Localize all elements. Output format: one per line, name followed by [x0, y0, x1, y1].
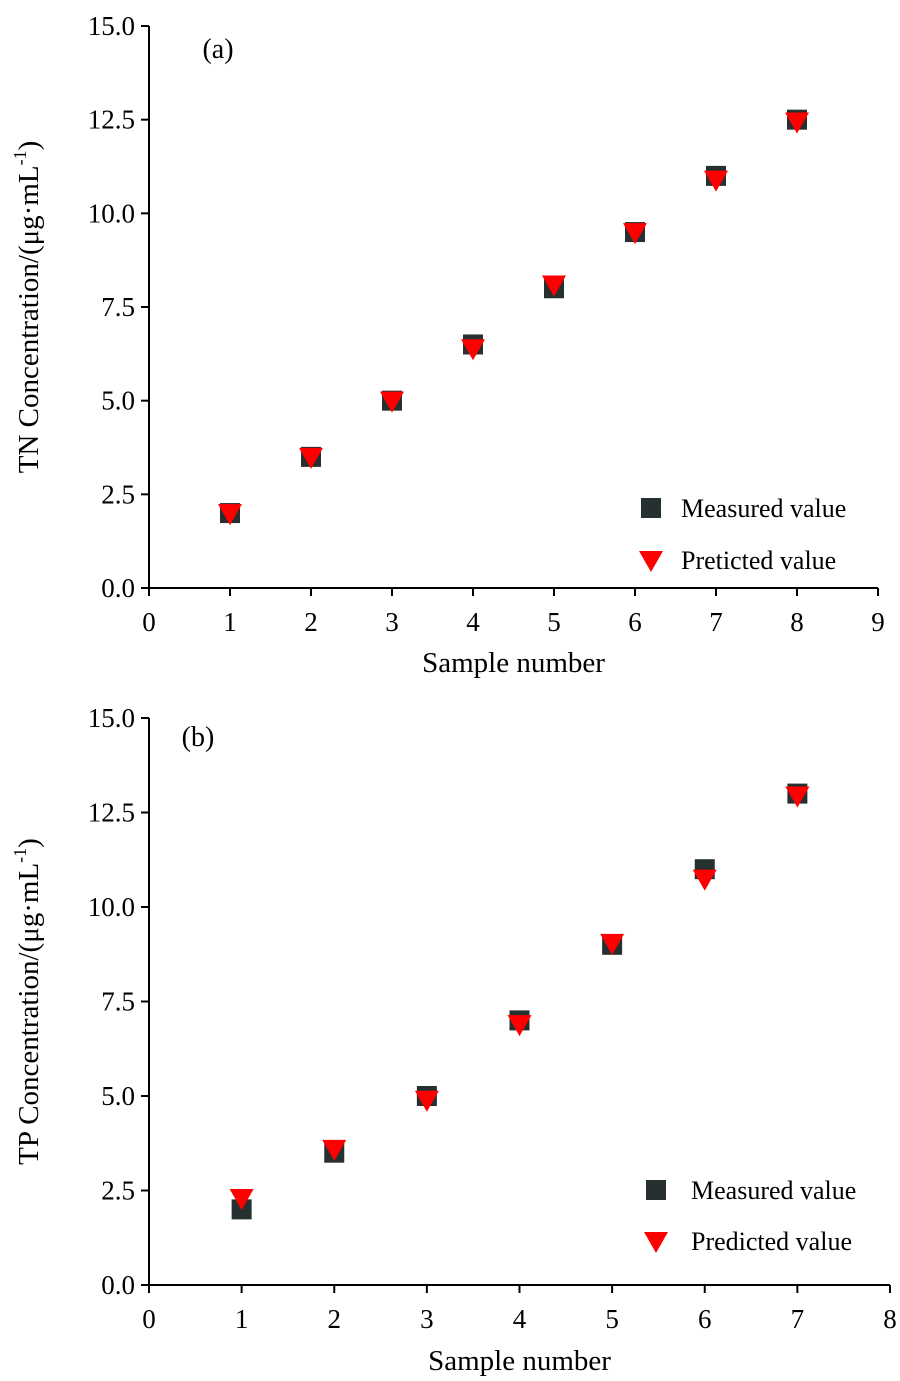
predicted-point [507, 1015, 532, 1037]
y-tick-label: 5.0 [101, 386, 135, 416]
predicted-point [623, 223, 647, 245]
x-tick-label: 1 [235, 1304, 249, 1334]
x-tick-label: 8 [790, 607, 804, 637]
legend-label: Predicted value [691, 1227, 852, 1256]
x-tick-label: 7 [709, 607, 723, 637]
legend-label: Preticted value [681, 546, 836, 575]
y-tick-label: 12.5 [88, 798, 135, 828]
predicted-point [785, 786, 810, 808]
panel-label: (b) [182, 722, 215, 753]
chart-panel-1: 0.0 2.5 5.0 7.5 10.0 12.5 15.0 0 1 2 3 4 5 6 7 8 Sample … [10, 703, 897, 1377]
y-axis-title-superscript: -1 [10, 150, 30, 165]
chart-panel-0: 0.0 2.5 5.0 7.5 10.0 12.5 15.0 0 1 2 3 4 5 6 7 8 9 Sample… [10, 11, 885, 679]
x-tick-label: 4 [466, 607, 480, 637]
predicted-point [218, 504, 242, 526]
x-tick-label: 7 [791, 1304, 805, 1334]
predicted-point [229, 1189, 254, 1211]
predicted-point [414, 1090, 439, 1112]
y-axis-title-main: TN Concentration/(μg·mL [13, 165, 45, 473]
legend-marker-predicted [644, 1232, 668, 1253]
legend-marker-predicted [639, 551, 663, 572]
y-tick-label: 0.0 [101, 573, 135, 603]
x-tick-label: 5 [605, 1304, 619, 1334]
y-tick-label: 7.5 [101, 987, 135, 1017]
x-tick-label: 6 [698, 1304, 712, 1334]
predicted-point [299, 447, 323, 469]
y-axis-title-main: TP Concentration/(μg·mL [13, 863, 45, 1165]
y-tick-label: 12.5 [88, 105, 135, 135]
x-axis-title: Sample number [428, 1345, 611, 1377]
y-tick-label: 15.0 [88, 703, 135, 733]
predicted-point [600, 933, 625, 955]
predicted-point [380, 391, 404, 413]
y-axis-title: TP Concentration/(μg·mL-1) [10, 838, 45, 1165]
x-tick-label: 0 [142, 1304, 156, 1334]
x-axis-title: Sample number [422, 647, 605, 679]
legend-label: Measured value [681, 494, 846, 523]
x-tick-label: 5 [547, 607, 561, 637]
predicted-point [704, 170, 728, 192]
legend-marker-measured [641, 498, 661, 518]
x-tick-label: 6 [628, 607, 642, 637]
legend-marker-measured [646, 1180, 666, 1200]
predicted-point [692, 869, 717, 891]
y-tick-label: 2.5 [101, 1176, 135, 1206]
y-axis-title-close: ) [13, 838, 45, 848]
predicted-point [785, 112, 809, 134]
y-axis-title-superscript: -1 [10, 848, 30, 863]
y-tick-label: 2.5 [101, 479, 135, 509]
x-tick-label: 2 [304, 607, 318, 637]
predicted-point [461, 339, 485, 361]
y-tick-label: 15.0 [88, 11, 135, 41]
y-tick-label: 10.0 [88, 198, 135, 228]
x-tick-label: 4 [513, 1304, 527, 1334]
predicted-point [542, 275, 566, 297]
x-tick-label: 3 [385, 607, 399, 637]
x-tick-label: 2 [328, 1304, 342, 1334]
y-tick-label: 10.0 [88, 892, 135, 922]
y-tick-label: 7.5 [101, 292, 135, 322]
x-tick-label: 8 [883, 1304, 897, 1334]
x-tick-label: 0 [142, 607, 156, 637]
x-tick-label: 9 [871, 607, 885, 637]
x-tick-label: 1 [223, 607, 237, 637]
y-tick-label: 5.0 [101, 1081, 135, 1111]
y-axis-title: TN Concentration/(μg·mL-1) [10, 141, 45, 474]
predicted-point [322, 1139, 347, 1161]
y-tick-label: 0.0 [101, 1270, 135, 1300]
y-axis-title-close: ) [13, 141, 45, 151]
panel-label: (a) [202, 34, 233, 65]
x-tick-label: 3 [420, 1304, 434, 1334]
legend-label: Measured value [691, 1176, 856, 1205]
